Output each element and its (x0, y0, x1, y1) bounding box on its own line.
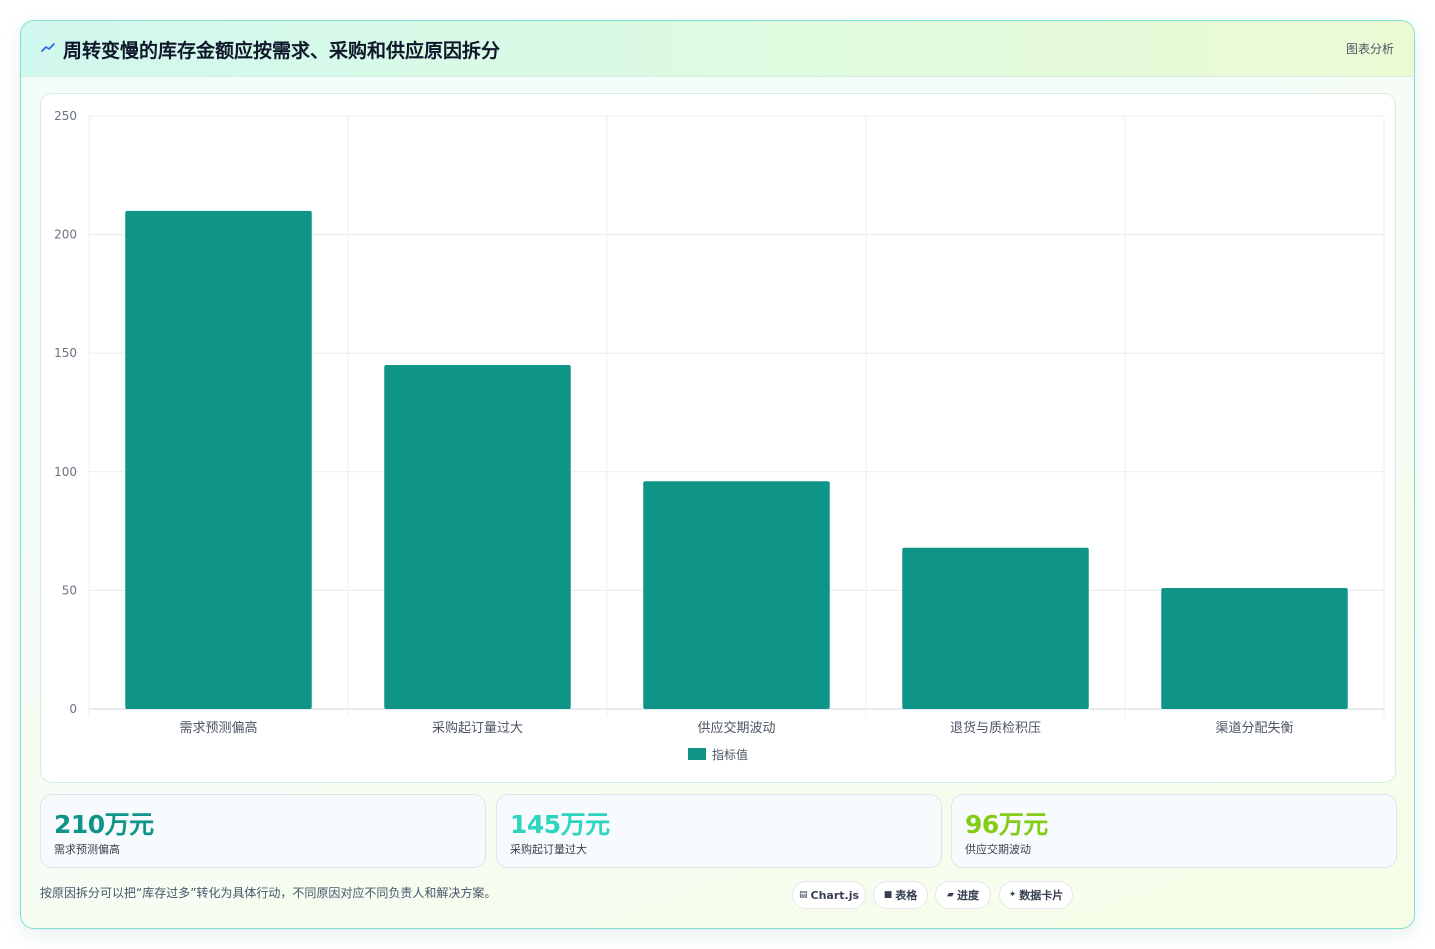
card-header: 周转变慢的库存金额应按需求、采购和供应原因拆分 图表分析 (21, 21, 1414, 77)
chip-label: Chart.js (810, 888, 860, 902)
y-tick-label: 100 (54, 465, 77, 479)
chip-progress[interactable]: ▰ 进度 (935, 881, 991, 909)
chip-label: 数据卡片 (1019, 889, 1064, 902)
y-tick-label: 50 (62, 583, 77, 597)
chart-card: 周转变慢的库存金额应按需求、采购和供应原因拆分 图表分析 0 50 100 150 20… (20, 20, 1415, 929)
chip-table[interactable]: ■ 表格 (873, 881, 928, 909)
bar-chart: 0 50 100 150 200 250 需求预测偏高 采购起订量过大 供应交期波动 退货与质检积… (54, 109, 1385, 736)
chart-container: 0 50 100 150 200 250 需求预测偏高 采购起订量过大 供应交期波动 退货与质检积… (40, 93, 1396, 783)
kpi-label: 需求预测偏高 (54, 843, 120, 856)
chart-legend[interactable]: 指标值 (688, 746, 748, 762)
table-icon: ■ (883, 890, 893, 900)
kpi-label: 供应交期波动 (965, 843, 1031, 856)
bar (643, 481, 830, 709)
kpi-card-supply: 96万元 供应交期波动 (951, 794, 1397, 868)
y-tick-label: 0 (69, 702, 77, 716)
kpi-value: 210万元 (54, 810, 154, 839)
bar (384, 365, 571, 709)
chart-icon: ▤ (798, 890, 808, 900)
x-tick-label: 需求预测偏高 (179, 720, 257, 736)
y-tick-label: 250 (54, 109, 77, 123)
x-tick-label: 采购起订量过大 (432, 720, 523, 736)
bar (902, 547, 1089, 709)
y-tick-label: 150 (54, 346, 77, 360)
x-tick-label: 供应交期波动 (697, 720, 775, 736)
kpi-value: 145万元 (510, 810, 610, 839)
footer-note: 按原因拆分可以把“库存过多”转化为具体行动，不同原因对应不同负责人和解决方案。 (40, 886, 497, 900)
chip-chartjs[interactable]: ▤ Chart.js (792, 881, 866, 909)
page-title: 周转变慢的库存金额应按需求、采购和供应原因拆分 (63, 40, 501, 62)
kpi-label: 采购起订量过大 (510, 843, 587, 856)
header-tag: 图表分析 (1345, 42, 1394, 56)
legend-swatch (688, 748, 706, 760)
y-tick-label: 200 (54, 228, 77, 242)
trend-line-icon (41, 43, 55, 52)
x-tick-label: 退货与质检积压 (950, 720, 1041, 736)
kpi-value: 96万元 (965, 810, 1048, 839)
kpi-card-purchase: 145万元 采购起订量过大 (496, 794, 942, 868)
bar (1161, 588, 1348, 709)
x-tick-label: 渠道分配失衡 (1215, 721, 1293, 736)
bar (125, 210, 312, 709)
chip-data-card[interactable]: ✦ 数据卡片 (999, 881, 1073, 909)
legend-label: 指标值 (712, 747, 749, 762)
chip-label: 表格 (895, 889, 918, 902)
progress-icon: ▰ (947, 890, 954, 900)
kpi-card-demand: 210万元 需求预测偏高 (40, 794, 486, 868)
chip-label: 进度 (956, 889, 979, 902)
sparkle-icon: ✦ (1008, 890, 1017, 900)
